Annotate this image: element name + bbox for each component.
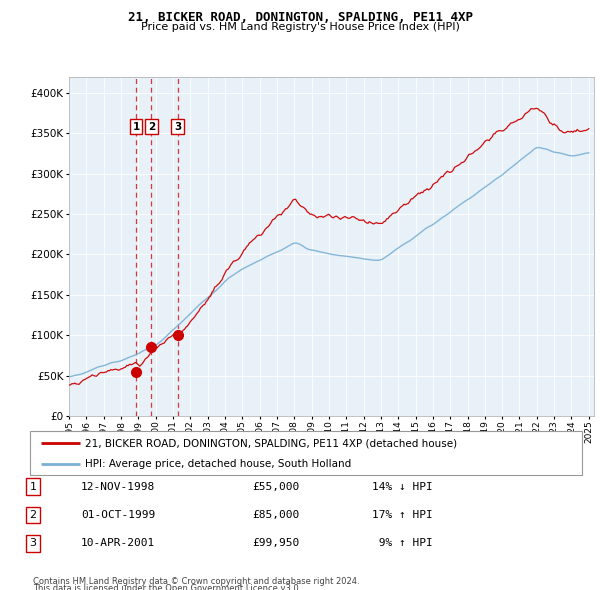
- Text: 2: 2: [148, 122, 155, 132]
- Text: 01-OCT-1999: 01-OCT-1999: [81, 510, 155, 520]
- Text: 14% ↓ HPI: 14% ↓ HPI: [372, 482, 433, 491]
- Text: £85,000: £85,000: [252, 510, 299, 520]
- Text: 21, BICKER ROAD, DONINGTON, SPALDING, PE11 4XP (detached house): 21, BICKER ROAD, DONINGTON, SPALDING, PE…: [85, 438, 457, 448]
- Text: 1: 1: [133, 122, 140, 132]
- FancyBboxPatch shape: [30, 431, 582, 475]
- Text: 2: 2: [29, 510, 37, 520]
- Text: 21, BICKER ROAD, DONINGTON, SPALDING, PE11 4XP: 21, BICKER ROAD, DONINGTON, SPALDING, PE…: [128, 11, 473, 24]
- Text: 10-APR-2001: 10-APR-2001: [81, 539, 155, 548]
- Text: 1: 1: [29, 482, 37, 491]
- Text: Price paid vs. HM Land Registry's House Price Index (HPI): Price paid vs. HM Land Registry's House …: [140, 22, 460, 32]
- Text: £99,950: £99,950: [252, 539, 299, 548]
- Text: This data is licensed under the Open Government Licence v3.0.: This data is licensed under the Open Gov…: [33, 584, 301, 590]
- Text: 17% ↑ HPI: 17% ↑ HPI: [372, 510, 433, 520]
- Text: 3: 3: [29, 539, 37, 548]
- Text: £55,000: £55,000: [252, 482, 299, 491]
- Text: Contains HM Land Registry data © Crown copyright and database right 2024.: Contains HM Land Registry data © Crown c…: [33, 577, 359, 586]
- Text: 12-NOV-1998: 12-NOV-1998: [81, 482, 155, 491]
- Text: 3: 3: [174, 122, 181, 132]
- Text: HPI: Average price, detached house, South Holland: HPI: Average price, detached house, Sout…: [85, 459, 352, 469]
- Text: 9% ↑ HPI: 9% ↑ HPI: [372, 539, 433, 548]
